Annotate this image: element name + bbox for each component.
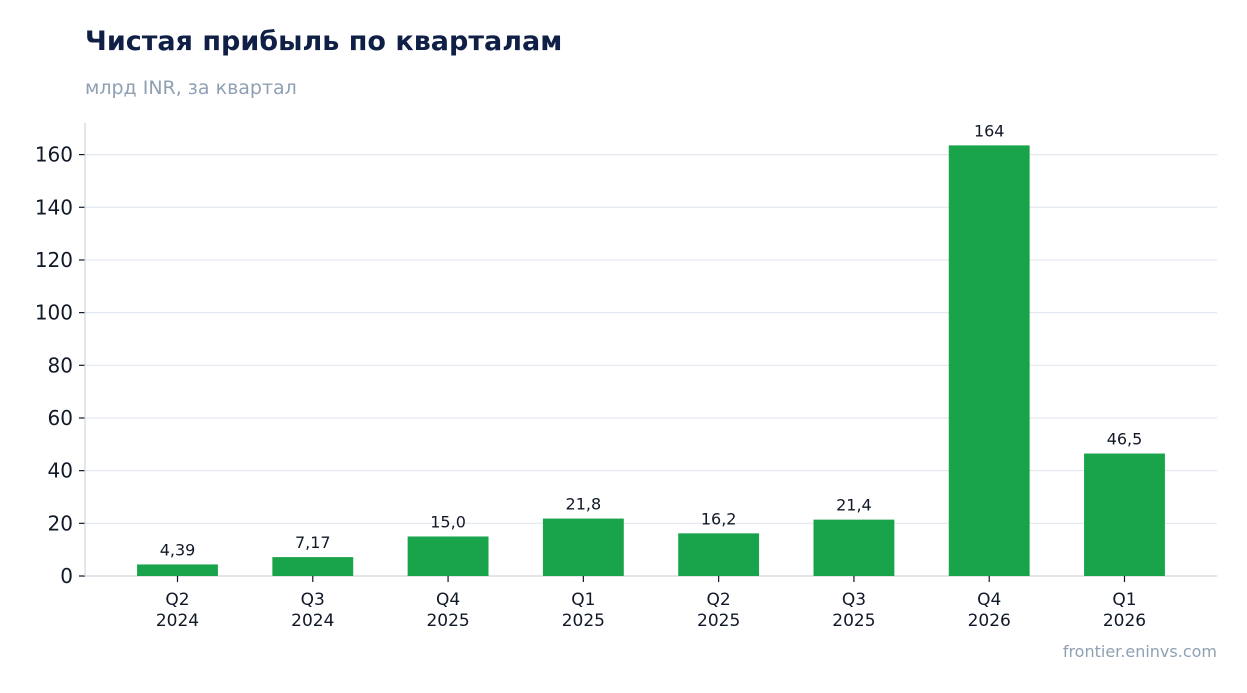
bar bbox=[678, 533, 760, 576]
bar bbox=[137, 564, 218, 576]
x-tick-label-quarter: Q1 bbox=[571, 590, 595, 610]
bar bbox=[948, 145, 1030, 576]
x-tick-label-year: 2026 bbox=[968, 611, 1011, 631]
y-tick-label: 140 bbox=[35, 195, 73, 219]
y-tick-label: 120 bbox=[35, 248, 73, 272]
x-tick-label-year: 2025 bbox=[562, 611, 605, 631]
y-tick-label: 160 bbox=[35, 143, 73, 167]
bar-data-label: 7,17 bbox=[295, 533, 331, 552]
y-tick-label: 20 bbox=[48, 511, 73, 535]
chart-subtitle: млрд INR, за квартал bbox=[85, 77, 297, 99]
x-tick-label-year: 2025 bbox=[832, 611, 875, 631]
bar-data-label: 164 bbox=[974, 121, 1005, 140]
x-tick-label-year: 2025 bbox=[697, 611, 740, 631]
x-tick-label-quarter: Q3 bbox=[301, 590, 325, 610]
y-tick-label: 40 bbox=[48, 459, 73, 483]
bar-data-label: 16,2 bbox=[701, 509, 737, 528]
x-tick-label-quarter: Q2 bbox=[165, 590, 189, 610]
bar-data-label: 21,8 bbox=[566, 495, 602, 514]
bar bbox=[407, 536, 489, 576]
x-tick-label-quarter: Q1 bbox=[1112, 590, 1136, 610]
source-label: frontier.eninvs.com bbox=[1062, 642, 1217, 661]
chart-title: Чистая прибыль по кварталам bbox=[85, 26, 563, 57]
x-tick-label-quarter: Q2 bbox=[707, 590, 731, 610]
bar bbox=[542, 518, 624, 576]
x-tick-label-quarter: Q4 bbox=[436, 590, 460, 610]
x-tick-label-year: 2026 bbox=[1103, 611, 1146, 631]
bar bbox=[272, 557, 354, 576]
x-tick-label-year: 2024 bbox=[156, 611, 199, 631]
bar bbox=[1084, 453, 1165, 576]
bar bbox=[813, 519, 895, 576]
bar-data-label: 21,4 bbox=[836, 496, 872, 515]
x-tick-label-year: 2025 bbox=[426, 611, 469, 631]
y-tick-label: 100 bbox=[35, 301, 73, 325]
y-tick-label: 80 bbox=[48, 353, 73, 377]
bar-data-label: 46,5 bbox=[1107, 430, 1143, 449]
bar-data-label: 15,0 bbox=[430, 512, 466, 531]
y-tick-label: 60 bbox=[48, 406, 73, 430]
x-tick-label-quarter: Q3 bbox=[842, 590, 866, 610]
x-tick-label-quarter: Q4 bbox=[977, 590, 1001, 610]
bar-data-label: 4,39 bbox=[160, 540, 196, 559]
x-tick-label-year: 2024 bbox=[291, 611, 334, 631]
y-tick-label: 0 bbox=[60, 564, 73, 588]
